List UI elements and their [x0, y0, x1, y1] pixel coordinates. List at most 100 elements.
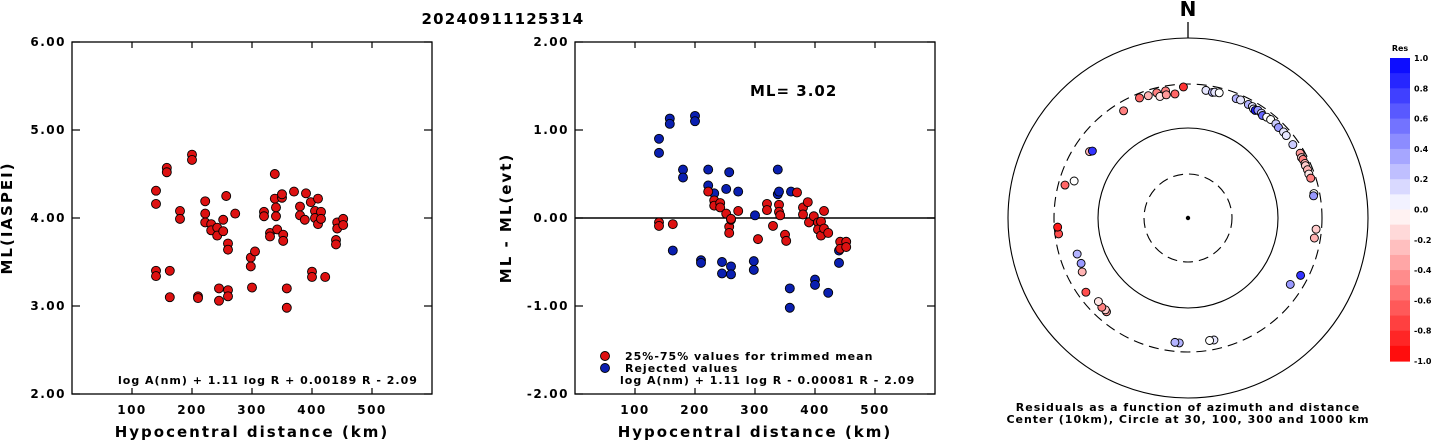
legend-marker-used [600, 351, 610, 361]
used-point [726, 213, 736, 224]
colorbar-label: 0.2 [1414, 175, 1428, 184]
x-tick-label: 100 [620, 403, 650, 417]
rejected-point [748, 264, 759, 275]
ml-point [269, 169, 280, 179]
colorbar-label: 0.6 [1414, 115, 1429, 124]
rejected-point [703, 164, 714, 175]
rejected-point [733, 186, 744, 197]
colorbar-labels: 1.0 0.8 0.6 0.4 0.2 0.0 -0.2 -0.4 -0.6 -0.8 -1.0 [1414, 54, 1432, 366]
formula-label: log A(nm) + 1.11 log R + 0.00189 R - 2.0… [118, 374, 418, 387]
rejected-point [772, 164, 783, 175]
formula-label: log A(nm) + 1.11 log R - 0.00081 R - 2.0… [620, 374, 915, 387]
colorbar-label: 0.4 [1414, 145, 1429, 154]
station-marker [1281, 131, 1291, 141]
station-marker [1077, 267, 1087, 277]
rejected-point [750, 210, 760, 221]
station-marker [1309, 191, 1319, 201]
colorbar-swatch [1390, 224, 1410, 241]
y-tick-label: 1.00 [533, 123, 569, 137]
ring-100km [1097, 127, 1279, 309]
used-point [823, 228, 834, 238]
colorbar-swatch [1390, 118, 1410, 135]
rejected-point [696, 257, 706, 268]
station-marker [1072, 249, 1082, 259]
rejected-point [654, 147, 664, 158]
panel-azimuth: N Residuals as a function of azimuth and… [1006, 0, 1369, 426]
station-marker [1161, 90, 1171, 100]
x-tick-label: 300 [237, 403, 267, 417]
rejected-point [678, 172, 688, 183]
ml-point [151, 185, 161, 196]
used-point [819, 206, 829, 216]
y-ticks: -2.00 -1.00 0.00 1.00 2.00 [527, 35, 935, 401]
colorbar-swatch [1390, 133, 1410, 150]
ring-1000km [1007, 37, 1369, 399]
ml-point [331, 239, 341, 250]
ml-point [301, 188, 311, 199]
used-point [667, 219, 678, 230]
y-tick-label: 0.00 [533, 211, 569, 225]
rejected-point [823, 287, 834, 298]
y-tick-label: 6.00 [30, 35, 66, 49]
rejected-point [834, 257, 844, 268]
ml-point [218, 226, 229, 237]
colorbar-label: 0.0 [1414, 206, 1429, 215]
ml-point [151, 198, 161, 209]
ml-point [193, 293, 203, 304]
colorbar-swatch [1390, 315, 1410, 332]
y-tick-label: 4.00 [30, 211, 66, 225]
station-marker [1119, 106, 1129, 116]
ml-point [281, 283, 292, 294]
ml-point [175, 213, 185, 224]
rejected-point [810, 279, 820, 290]
colorbar-swatch [1390, 148, 1410, 165]
station-marker [1205, 336, 1215, 345]
panel-residuals: 100 200 300 400 500 -2.00 -1.00 0.00 1.00 2.00 M… [497, 35, 936, 441]
station-marker [1076, 258, 1086, 268]
x-tick-label: 500 [860, 403, 890, 417]
ml-point [187, 154, 197, 165]
station-marker [1214, 88, 1224, 98]
ml-point [247, 282, 257, 293]
colorbar-swatch [1390, 164, 1410, 180]
rejected-point [784, 302, 795, 313]
ml-point [161, 167, 172, 178]
rejected-point [664, 118, 675, 129]
colorbar-label: -0.6 [1414, 296, 1432, 305]
ml-point [278, 235, 289, 246]
ring-300km [1053, 83, 1323, 353]
colorbar-label: -0.4 [1414, 266, 1432, 275]
station-marker [1087, 146, 1097, 156]
figure-title: 20240911125314 [422, 10, 585, 28]
y-tick-label: 5.00 [30, 123, 66, 137]
ml-point [221, 191, 232, 201]
x-tick-label: 300 [740, 403, 770, 417]
rejected-point [774, 186, 784, 197]
ml-point [295, 201, 305, 212]
ml-point [277, 189, 287, 200]
station-marker [1143, 91, 1153, 101]
used-point [792, 187, 802, 198]
y-ticks: 2.00 3.00 4.00 5.00 6.00 [30, 35, 432, 401]
used-point [841, 242, 852, 252]
ml-point [259, 211, 269, 222]
ml-point [299, 214, 310, 225]
station-marker [1236, 95, 1245, 105]
ml-point [338, 220, 349, 230]
legend-used-label: 25%-75% values for trimmed mean [625, 350, 873, 363]
station-marker [1060, 180, 1070, 190]
colorbar-swatch [1390, 103, 1410, 120]
station-marker [1093, 297, 1103, 306]
colorbar-label: -1.0 [1414, 357, 1432, 366]
colorbar: Res 1.0 0.8 0.6 0.4 0.2 0.0 -0.2 -0.4 -0.6 -0.8 -1… [1390, 44, 1432, 366]
x-axis-label: Hypocentral distance (km) [618, 423, 893, 441]
ml-point [281, 302, 292, 313]
station-marker [1178, 82, 1188, 92]
colorbar-swatch [1390, 209, 1410, 226]
caption-line-2: Center (10km), Circle at 30, 100, 300 an… [1006, 413, 1369, 426]
colorbar-swatch [1390, 345, 1410, 362]
y-tick-label: 3.00 [30, 299, 66, 313]
plot-frame [71, 41, 433, 395]
ml-point [320, 272, 331, 282]
ml-point [265, 231, 275, 242]
